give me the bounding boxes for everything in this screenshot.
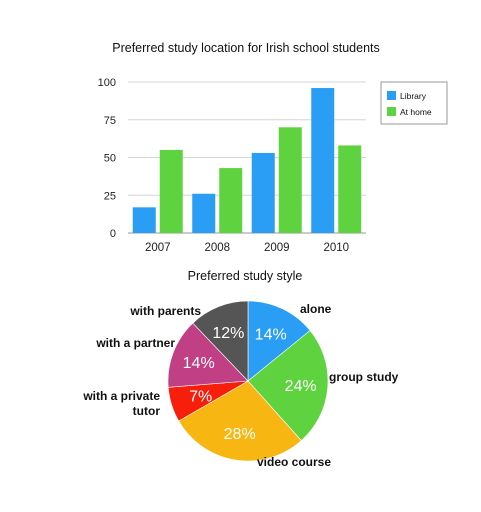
legend-swatch (387, 107, 396, 116)
legend-swatch (387, 91, 396, 100)
bar-at-home-2010 (338, 145, 362, 233)
pie-category-label: tutor (133, 404, 161, 418)
pie-category-label: with parents (129, 304, 201, 318)
pie-chart: 14% 24% 28% 7% 14% 12% alone group study video c… (82, 300, 399, 469)
bar-chart-legend: Library At home (380, 81, 448, 125)
pie-percent-label: 14% (255, 326, 287, 343)
legend-box (380, 81, 448, 125)
pie-category-label: with a partner (95, 336, 175, 350)
y-tick-label: 25 (104, 190, 116, 202)
bar-at-home-2007 (159, 149, 183, 233)
pie-slice-with-parents (192, 300, 249, 382)
bar-library-2007 (132, 207, 156, 233)
pie-slice-video-course (178, 380, 302, 462)
legend-label: At home (400, 107, 432, 117)
pie-percent-label: 12% (212, 325, 244, 342)
y-tick-label: 0 (110, 228, 116, 240)
pie-slice-alone (247, 300, 311, 382)
pie-category-label: video course (257, 455, 331, 469)
x-tick-label: 2007 (145, 242, 171, 254)
bar-library-2010 (311, 88, 335, 233)
y-tick-label: 75 (104, 115, 116, 127)
x-tick-label: 2009 (264, 242, 290, 254)
x-tick-label: 2010 (323, 242, 349, 254)
legend-label: Library (400, 91, 427, 101)
pie-slice-group-study (247, 330, 329, 442)
pie-category-label: with a private (82, 389, 160, 403)
pie-percent-label: 24% (285, 378, 317, 395)
bar-chart-title: Preferred study location for Irish schoo… (112, 41, 380, 55)
pie-percent-label: 7% (189, 389, 212, 406)
pie-slice-with-a-partner (167, 322, 249, 388)
pie-category-label: alone (300, 302, 332, 316)
bar-chart: 0 25 50 75 100 2007 2008 2009 2010 (98, 77, 366, 254)
y-tick-label: 50 (104, 153, 116, 165)
pie-chart-title: Preferred study style (188, 269, 303, 283)
pie-percent-label: 28% (224, 426, 256, 443)
bar-library-2009 (251, 152, 275, 233)
y-tick-label: 100 (98, 77, 116, 89)
bar-at-home-2008 (219, 168, 243, 233)
bar-library-2008 (192, 193, 216, 233)
pie-percent-label: 14% (183, 355, 215, 372)
x-tick-label: 2008 (204, 242, 230, 254)
bar-at-home-2009 (278, 127, 302, 233)
pie-category-label: group study (329, 370, 399, 384)
